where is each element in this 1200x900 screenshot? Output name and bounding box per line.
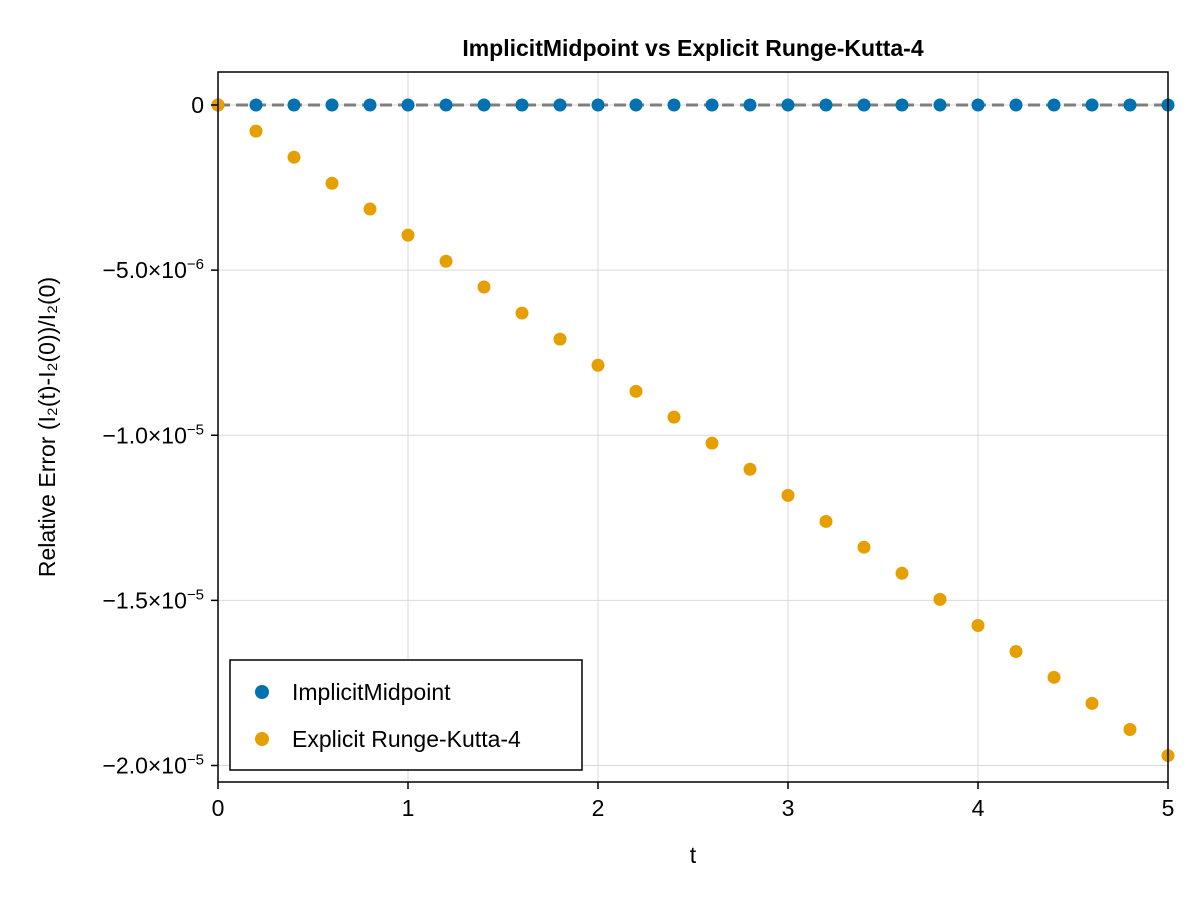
- data-point: [1047, 670, 1061, 684]
- x-tick-label: 0: [212, 795, 225, 821]
- data-point: [249, 98, 263, 112]
- data-point: [819, 514, 833, 528]
- data-point: [629, 384, 643, 398]
- y-tick-label: −1.0×10−5: [102, 421, 204, 448]
- y-tick-label: 0: [191, 92, 204, 118]
- series-implicit-midpoint: [211, 98, 1175, 112]
- data-point: [781, 488, 795, 502]
- data-point: [933, 592, 947, 606]
- data-point: [971, 618, 985, 632]
- data-point: [1123, 98, 1137, 112]
- data-points: [211, 98, 1175, 763]
- legend-box: [229, 659, 583, 771]
- data-point: [515, 98, 529, 112]
- data-point: [743, 462, 757, 476]
- data-point: [1047, 98, 1061, 112]
- data-point: [401, 228, 415, 242]
- data-point: [705, 436, 719, 450]
- data-point: [249, 124, 263, 138]
- data-point: [743, 98, 757, 112]
- data-point: [591, 358, 605, 372]
- data-point: [933, 98, 947, 112]
- data-point: [325, 176, 339, 190]
- data-point: [477, 98, 491, 112]
- x-tick-label: 1: [402, 795, 415, 821]
- plot-frame: [217, 71, 1169, 783]
- data-point: [857, 540, 871, 554]
- data-point: [971, 98, 985, 112]
- legend-label-explicit-rk4: Explicit Runge-Kutta-4: [292, 726, 521, 752]
- data-point: [287, 98, 301, 112]
- data-point: [439, 254, 453, 268]
- data-point: [781, 98, 795, 112]
- axis-ticks: 0 1 2 3 4 50−5.0×10−6−1.0×10−5−1.5×10−5−2.0×1…: [102, 92, 1174, 821]
- data-point: [287, 150, 301, 164]
- data-point: [1085, 98, 1099, 112]
- y-tick-label-exponent: −5: [187, 586, 204, 603]
- data-point: [515, 306, 529, 320]
- legend-label-implicit-midpoint: ImplicitMidpoint: [292, 679, 451, 705]
- data-point: [439, 98, 453, 112]
- grid: [217, 72, 1169, 782]
- y-tick-label-exponent: −6: [187, 256, 204, 273]
- x-axis-label: t: [690, 842, 697, 868]
- y-tick-label: −5.0×10−6: [102, 256, 204, 283]
- data-point: [667, 410, 681, 424]
- chart-title: ImplicitMidpoint vs Explicit Runge-Kutta…: [462, 35, 924, 61]
- y-tick-label-base: −5.0×10: [102, 257, 186, 283]
- data-point: [819, 98, 833, 112]
- legend-marker-explicit-rk4: [255, 732, 269, 746]
- data-point: [1009, 98, 1023, 112]
- x-tick-label: 5: [1162, 795, 1175, 821]
- y-tick-label-exponent: −5: [187, 421, 204, 438]
- data-point: [895, 98, 909, 112]
- data-point: [857, 98, 871, 112]
- data-point: [363, 202, 377, 216]
- data-point: [667, 98, 681, 112]
- data-point: [591, 98, 605, 112]
- x-tick-label: 4: [972, 795, 985, 821]
- data-point: [477, 280, 491, 294]
- legend-marker-implicit-midpoint: [255, 685, 269, 699]
- data-point: [1123, 722, 1137, 736]
- data-point: [895, 566, 909, 580]
- y-tick-label-base: −1.5×10: [102, 587, 186, 613]
- y-tick-label-exponent: −5: [187, 751, 204, 768]
- data-point: [629, 98, 643, 112]
- x-tick-label: 3: [782, 795, 795, 821]
- data-point: [401, 98, 415, 112]
- data-point: [1009, 645, 1023, 659]
- data-point: [553, 98, 567, 112]
- y-tick-label: −1.5×10−5: [102, 586, 204, 613]
- data-point: [363, 98, 377, 112]
- y-tick-label: −2.0×10−5: [102, 751, 204, 778]
- series-explicit-rk4: [211, 98, 1175, 763]
- data-point: [553, 332, 567, 346]
- data-point: [705, 98, 719, 112]
- y-tick-label-base: −1.0×10: [102, 422, 186, 448]
- legend: ImplicitMidpoint Explicit Runge-Kutta-4: [229, 659, 583, 771]
- y-tick-label-base: −2.0×10: [102, 752, 186, 778]
- data-point: [1085, 696, 1099, 710]
- data-point: [325, 98, 339, 112]
- y-axis-label: Relative Error (I₂(t)-I₂(0))/I₂(0): [34, 277, 60, 577]
- x-tick-label: 2: [592, 795, 605, 821]
